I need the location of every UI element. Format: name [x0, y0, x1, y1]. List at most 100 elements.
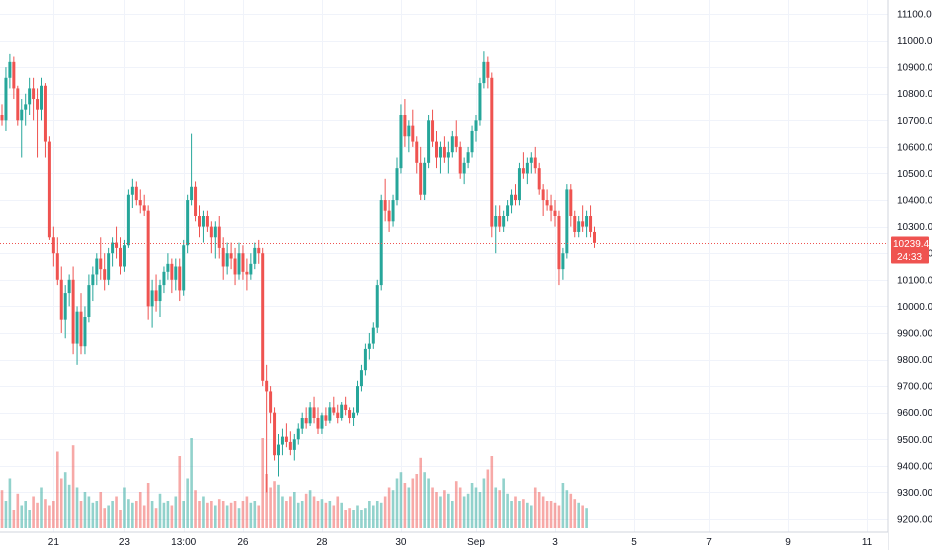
- candle-up: [585, 216, 589, 227]
- candle-down: [273, 412, 277, 456]
- candle-down: [498, 216, 502, 227]
- candle-down: [178, 266, 182, 291]
- candle-down: [59, 279, 63, 320]
- volume-bar: [332, 505, 336, 528]
- volume-bar: [269, 487, 272, 528]
- price-tick-label: 10300.00: [897, 222, 932, 233]
- volume-bar: [36, 502, 39, 528]
- volume-bar: [387, 487, 391, 528]
- candle-down: [569, 189, 573, 216]
- candle-up: [75, 311, 79, 344]
- volume-bar: [91, 502, 95, 528]
- candle-up: [213, 226, 217, 238]
- candle-up: [300, 418, 304, 429]
- price-tick-label: 10900.00: [897, 63, 932, 74]
- volume-bar: [265, 474, 268, 528]
- candle-up: [340, 404, 344, 418]
- price-candles: [0, 51, 596, 493]
- volume-bar: [565, 490, 569, 528]
- volume-bar: [462, 496, 466, 528]
- volume-bar: [16, 493, 20, 528]
- volume-bar: [150, 501, 154, 528]
- price-tick-label: 11100.00: [897, 10, 932, 21]
- candle-up: [320, 415, 324, 429]
- candle-up: [130, 186, 134, 195]
- volume-bar: [537, 492, 541, 528]
- candle-down: [36, 99, 40, 110]
- candle-up: [296, 428, 300, 440]
- volume-bar: [194, 490, 197, 528]
- time-axis-background: [0, 532, 888, 550]
- volume-bar: [162, 502, 166, 528]
- volume-bar: [245, 496, 249, 528]
- volume-bar: [8, 478, 12, 528]
- candle-down: [435, 141, 438, 158]
- candle-up: [40, 85, 43, 110]
- candle-down: [51, 237, 55, 254]
- candle-up: [63, 293, 67, 320]
- price-tick-label: 10800.00: [897, 89, 932, 100]
- volume-bar: [423, 472, 426, 528]
- candle-up: [28, 88, 32, 105]
- volume-bar: [154, 508, 158, 528]
- volume-bar: [403, 483, 407, 528]
- price-tick-label: 10600.00: [897, 142, 932, 153]
- candle-up: [529, 157, 533, 163]
- volume-bar: [364, 508, 367, 528]
- candle-down: [217, 226, 221, 248]
- volume-bar: [577, 502, 580, 528]
- candle-down: [241, 253, 245, 272]
- volume-bar: [541, 496, 545, 528]
- volume-bar: [71, 445, 75, 528]
- candle-up: [292, 439, 296, 450]
- candle-down: [348, 410, 352, 418]
- candle-up: [450, 136, 454, 153]
- candle-up: [565, 189, 569, 254]
- candle-down: [265, 380, 269, 392]
- volume-bar: [221, 501, 225, 528]
- candle-up: [423, 162, 427, 195]
- volume-bar: [498, 490, 501, 528]
- volume-bar: [383, 496, 387, 528]
- time-axis[interactable]: 21 23 13:00 26 28 30 Sep 3 5 7 9 11: [48, 537, 873, 548]
- candle-down: [573, 216, 577, 232]
- candle-down: [288, 441, 292, 450]
- volume-bar: [360, 510, 363, 528]
- candle-up: [67, 279, 71, 294]
- volume-bar: [95, 501, 99, 528]
- volume-bar: [395, 478, 399, 528]
- volume-bar: [585, 508, 588, 528]
- volume-bar: [111, 501, 114, 528]
- volume-bar: [478, 492, 482, 528]
- volume-bar: [375, 501, 379, 528]
- volume-bar: [557, 505, 561, 528]
- candle-down: [431, 120, 435, 142]
- volume-bar: [443, 490, 446, 528]
- volume-bar: [131, 502, 134, 528]
- candle-down: [261, 253, 265, 381]
- candle-down: [537, 168, 541, 190]
- candle-down: [553, 210, 557, 216]
- candle-up: [253, 247, 257, 264]
- volume-bar: [308, 490, 312, 528]
- volume-bar: [12, 510, 16, 528]
- candle-down: [0, 115, 4, 121]
- volume-bar: [312, 496, 316, 528]
- grid-lines: [0, 0, 888, 532]
- candle-up: [482, 61, 486, 84]
- candle-down: [194, 186, 198, 216]
- volume-bar: [293, 492, 296, 528]
- volume-bar: [458, 487, 462, 528]
- candle-up: [474, 120, 478, 131]
- last-price-value: 10239.47: [893, 239, 932, 250]
- candle-up: [237, 253, 241, 275]
- volume-bar: [470, 483, 474, 528]
- volume-bar: [174, 496, 178, 528]
- candle-down: [419, 162, 423, 195]
- volume-bar: [20, 505, 24, 528]
- volume-bar: [24, 501, 27, 528]
- candle-down: [284, 436, 288, 442]
- volume-bar: [249, 502, 253, 528]
- volume-bar: [545, 501, 549, 528]
